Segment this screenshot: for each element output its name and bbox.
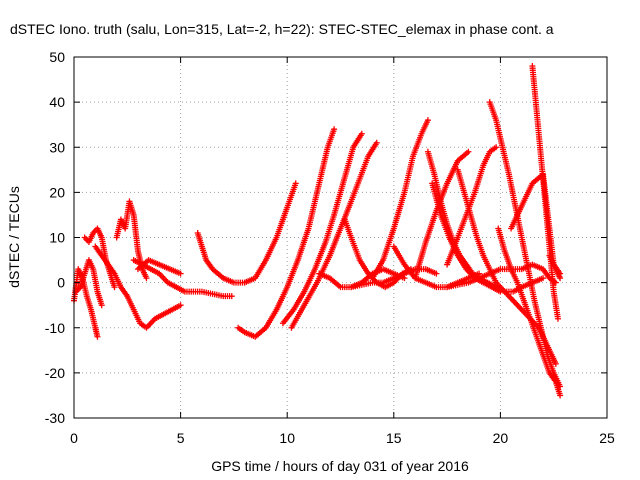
data-point	[540, 275, 547, 282]
data-point	[94, 333, 101, 340]
series-23	[486, 99, 564, 390]
chart-title: dSTEC Iono. truth (salu, Lon=315, Lat=-2…	[10, 21, 554, 37]
data-point	[433, 270, 440, 277]
series-8	[194, 180, 299, 286]
series-7	[134, 257, 184, 277]
data-point	[177, 302, 184, 309]
data-point	[228, 293, 235, 300]
series-2	[73, 257, 105, 309]
y-tick-label: 10	[49, 230, 65, 246]
y-tick-label: -10	[45, 320, 65, 336]
series-21	[444, 144, 500, 268]
y-tick-label: -30	[45, 410, 65, 426]
y-tick-label: 20	[49, 184, 65, 200]
data-point	[111, 284, 118, 291]
data-point	[143, 275, 150, 282]
y-tick-label: 40	[49, 94, 65, 110]
x-tick-label: 0	[70, 430, 78, 446]
data-point	[424, 117, 431, 124]
data-point	[331, 126, 338, 133]
series-6	[130, 257, 235, 300]
series-3	[81, 225, 118, 291]
series-5	[113, 198, 150, 282]
x-tick-label: 5	[177, 430, 185, 446]
data-point	[557, 392, 564, 399]
series-24	[495, 225, 564, 399]
tick-layer: 0 5 10 15 20 25 -30 -20 -10 0 10 20 30 40 50	[45, 49, 615, 446]
x-tick-label: 10	[279, 430, 295, 446]
data-point	[292, 180, 299, 187]
data-point	[465, 148, 472, 155]
x-tick-label: 25	[599, 430, 615, 446]
y-tick-label: 50	[49, 49, 65, 65]
series-17	[412, 148, 472, 282]
series-15	[369, 117, 431, 282]
data-point	[552, 360, 559, 367]
x-tick-label: 20	[493, 430, 509, 446]
data-point	[358, 130, 365, 137]
data-point	[493, 144, 500, 151]
series-27	[546, 252, 564, 282]
plot-layer	[71, 63, 564, 399]
data-point	[98, 302, 105, 309]
data-point	[177, 270, 184, 277]
y-tick-label: 0	[57, 275, 65, 291]
series-10	[279, 130, 365, 327]
series-11	[288, 139, 380, 331]
series-14	[348, 266, 440, 291]
data-point	[373, 139, 380, 146]
data-point	[554, 315, 561, 322]
series-4	[92, 243, 184, 331]
y-tick-label: 30	[49, 139, 65, 155]
plot-frame	[73, 56, 608, 419]
y-axis-title: dSTEC / TECUs	[6, 186, 22, 288]
x-axis-title: GPS time / hours of day 031 of year 2016	[211, 458, 469, 474]
grid-layer	[74, 57, 607, 418]
series-9	[235, 126, 338, 340]
y-tick-label: -20	[45, 365, 65, 381]
x-tick-label: 15	[386, 430, 402, 446]
data-point	[557, 275, 564, 282]
